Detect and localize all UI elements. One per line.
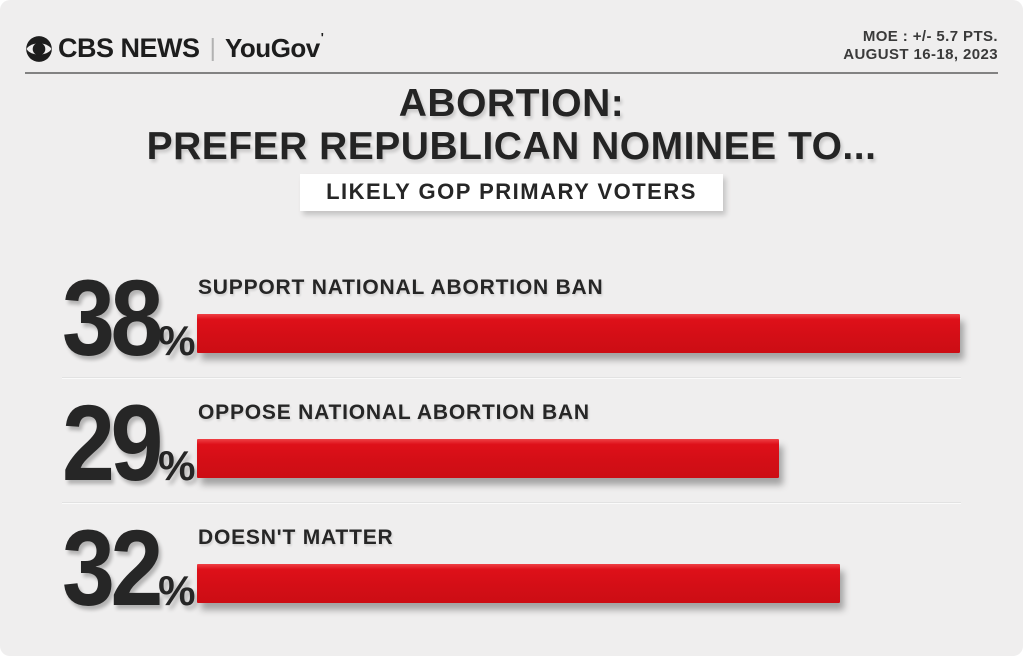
brand-logo: CBS NEWS | YouGov ' (25, 30, 324, 64)
value-label: 29% (62, 382, 197, 503)
cbs-eye-icon (26, 35, 52, 62)
bar-chart: 38% SUPPORT NATIONAL ABORTION BAN 29% OP… (62, 264, 961, 622)
category-label: OPPOSE NATIONAL ABORTION BAN (198, 401, 590, 424)
bar-support (197, 314, 960, 353)
bar-row-doesnt-matter: 32% DOESN'T MATTER (62, 514, 961, 622)
row-divider (62, 377, 961, 379)
moe-line: MOE : +/- 5.7 PTS. (862, 28, 998, 45)
percent-sign: % (158, 442, 196, 489)
row-divider (62, 502, 961, 504)
bar-column: SUPPORT NATIONAL ABORTION BAN (197, 275, 961, 353)
value-number: 38 (62, 257, 163, 378)
bar-row-support: 38% SUPPORT NATIONAL ABORTION BAN (62, 264, 961, 372)
bar-doesnt-matter (197, 564, 840, 603)
bar-oppose (197, 439, 779, 478)
value-number: 32 (62, 507, 163, 628)
percent-sign: % (158, 317, 196, 364)
cbs-news-wordmark: CBS NEWS (58, 33, 200, 63)
yougov-mark: ' (320, 30, 324, 45)
category-label: SUPPORT NATIONAL ABORTION BAN (198, 276, 604, 299)
population-badge: LIKELY GOP PRIMARY VOTERS (300, 174, 723, 211)
bar-column: OPPOSE NATIONAL ABORTION BAN (197, 400, 961, 478)
chart-title: ABORTION: PREFER REPUBLICAN NOMINEE TO..… (0, 82, 1023, 168)
date-line: AUGUST 16-18, 2023 (843, 46, 998, 63)
percent-sign: % (158, 567, 196, 614)
category-label: DOESN'T MATTER (198, 526, 394, 549)
bar-column: DOESN'T MATTER (197, 525, 961, 603)
chart-title-line1: ABORTION: (398, 82, 625, 125)
chart-title-line2: PREFER REPUBLICAN NOMINEE TO... (146, 125, 877, 168)
value-label: 38% (62, 257, 197, 378)
yougov-wordmark: YouGov (225, 33, 320, 63)
poll-meta: MOE : +/- 5.7 PTS. AUGUST 16-18, 2023 (843, 28, 998, 64)
header: CBS NEWS | YouGov ' MOE : +/- 5.7 PTS. A… (25, 0, 998, 74)
value-label: 32% (62, 507, 197, 628)
brand-separator: | (209, 34, 217, 62)
bar-row-oppose: 29% OPPOSE NATIONAL ABORTION BAN (62, 389, 961, 497)
value-number: 29 (62, 382, 163, 503)
population-badge-row: LIKELY GOP PRIMARY VOTERS (0, 174, 1023, 211)
